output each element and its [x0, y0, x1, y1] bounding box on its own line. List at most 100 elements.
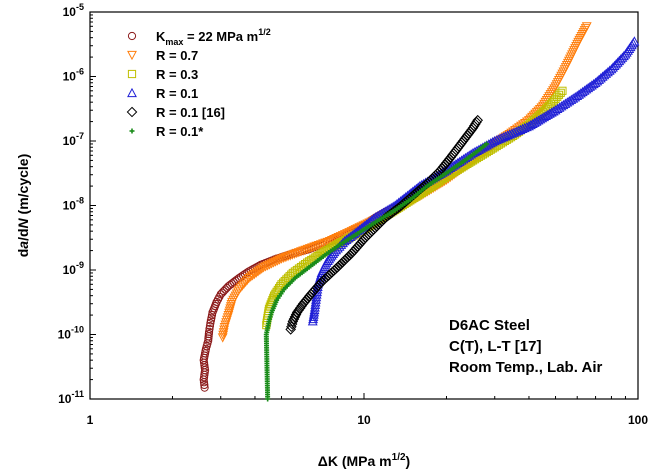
data-point	[308, 311, 319, 321]
data-point	[274, 255, 285, 265]
data-point	[595, 73, 606, 83]
data-point	[289, 249, 300, 259]
data-point	[287, 250, 298, 260]
legend-label: R = 0.1	[156, 86, 198, 101]
data-point	[422, 185, 428, 191]
data-point	[615, 54, 626, 64]
data-point	[353, 232, 359, 238]
data-point	[311, 291, 322, 302]
legend-label: R = 0.1 [16]	[156, 105, 225, 120]
data-point	[249, 269, 260, 280]
data-point	[314, 278, 326, 290]
data-points	[199, 22, 640, 402]
data-point	[370, 220, 376, 226]
data-point	[251, 268, 262, 278]
data-point	[296, 300, 307, 312]
data-point	[599, 70, 610, 80]
data-point	[309, 242, 320, 252]
x-axis-title: ΔK (MPa m1/2)	[318, 452, 410, 469]
data-point	[309, 307, 320, 317]
x-tick-label: 10	[357, 413, 371, 427]
data-point	[533, 106, 544, 116]
data-point	[201, 346, 210, 356]
data-point	[263, 334, 269, 340]
annotation-line: D6AC Steel	[449, 317, 530, 334]
data-point	[285, 251, 296, 261]
y-tick-label: 10-7	[63, 131, 84, 148]
data-point	[296, 247, 306, 257]
data-point	[504, 129, 515, 139]
data-point	[320, 238, 331, 248]
data-point	[498, 132, 509, 142]
data-point	[353, 239, 365, 250]
legend-label: R = 0.1*	[156, 124, 204, 139]
data-point	[247, 271, 258, 281]
data-point	[204, 329, 213, 339]
data-point	[313, 240, 324, 251]
data-point	[310, 299, 321, 309]
data-point	[534, 104, 545, 115]
data-point	[491, 134, 502, 145]
legend-marker	[127, 87, 137, 98]
data-point	[601, 68, 612, 78]
data-point	[531, 108, 542, 118]
data-point	[278, 253, 289, 264]
data-point	[352, 241, 364, 252]
data-point	[290, 309, 302, 320]
data-point	[235, 283, 246, 293]
data-point	[308, 309, 319, 319]
data-point	[517, 123, 528, 134]
data-point	[502, 130, 513, 140]
y-tick-label: 10-10	[58, 325, 84, 342]
data-point	[335, 243, 341, 249]
data-point	[513, 125, 524, 135]
data-point	[307, 243, 317, 253]
data-point	[326, 266, 338, 278]
data-point	[548, 98, 557, 107]
data-point	[254, 265, 265, 276]
data-point	[205, 324, 214, 334]
annotation-line: Room Temp., Lab. Air	[449, 359, 603, 376]
data-point	[606, 63, 617, 74]
data-point	[330, 263, 341, 275]
series-3	[307, 36, 640, 326]
data-point	[273, 299, 279, 305]
data-point	[239, 279, 249, 289]
data-point	[270, 257, 281, 267]
data-point	[594, 74, 605, 84]
data-point	[315, 240, 326, 250]
axis-labels: ΔK (MPa m1/2) da/dN (m/cycle)	[15, 154, 410, 469]
data-point	[262, 261, 273, 271]
data-point	[311, 294, 321, 304]
data-point	[390, 208, 396, 214]
data-point	[494, 133, 504, 144]
data-point	[309, 304, 320, 315]
data-point	[609, 60, 620, 70]
data-point	[344, 249, 356, 261]
data-point	[304, 244, 315, 254]
legend-marker	[127, 50, 137, 61]
data-point	[237, 281, 248, 291]
axis-ticks: 1 10 100 10-11 10-10 10-9 10-8 10-7 10-6 10-5	[58, 2, 649, 427]
legend-label: R = 0.3	[156, 67, 198, 82]
y-tick-label: 10-8	[63, 196, 84, 213]
data-point	[231, 276, 240, 285]
data-point	[585, 81, 595, 91]
data-point	[205, 321, 215, 331]
data-point	[285, 272, 294, 281]
data-point	[442, 171, 448, 177]
legend-label: Kmax = 22 MPa m1/2	[156, 27, 271, 47]
data-point	[328, 265, 340, 276]
data-point	[307, 316, 318, 326]
data-point	[242, 275, 253, 286]
data-point	[320, 253, 326, 259]
data-point	[268, 312, 274, 318]
data-point	[279, 289, 285, 295]
data-point	[268, 258, 279, 268]
annotation-line: C(T), L-T [17]	[449, 338, 541, 355]
data-point	[215, 292, 224, 301]
data-point	[349, 244, 360, 256]
data-point	[608, 62, 618, 72]
y-tick-label: 10-11	[58, 389, 84, 406]
